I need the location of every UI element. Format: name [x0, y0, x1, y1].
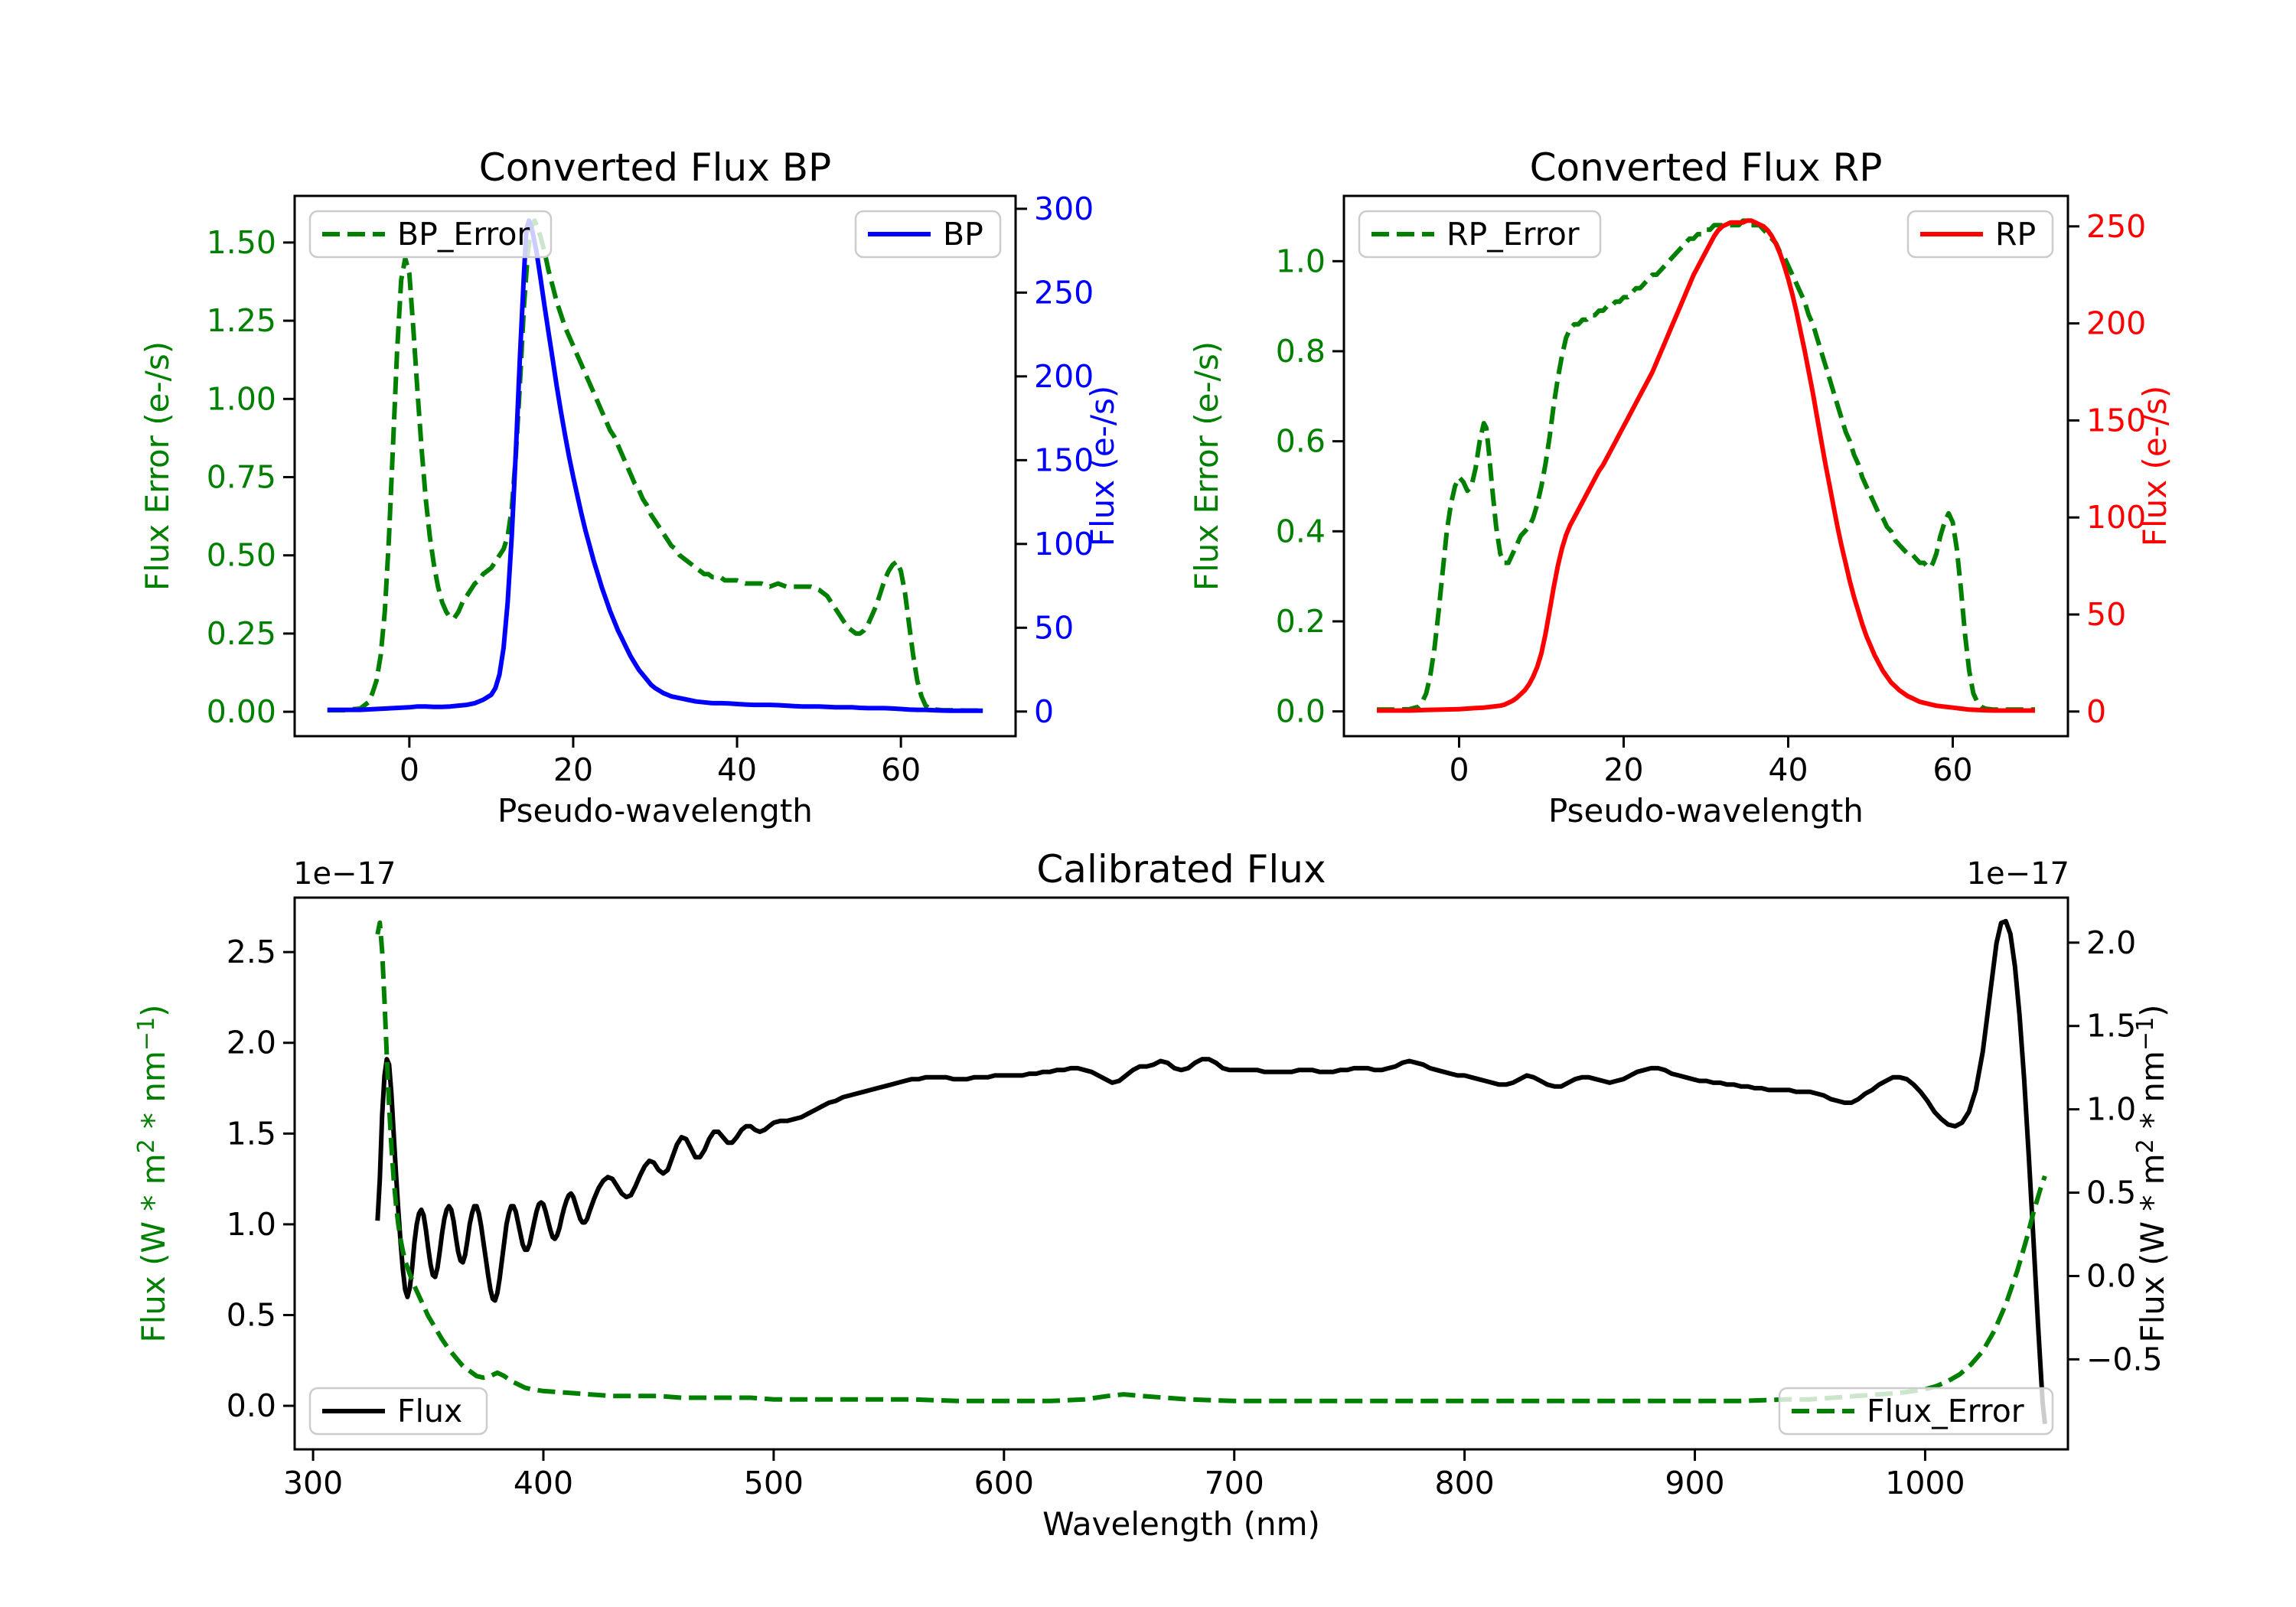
rp-ytick-right-label: 0 — [2086, 693, 2106, 730]
rp-line-rp_error — [1377, 218, 2035, 712]
legend-label: Flux — [397, 1393, 462, 1429]
bp-ylabel-left: Flux Error (e-/s) — [139, 341, 176, 591]
cal-offset-right: 1e−17 — [1967, 856, 2069, 892]
cal-title: Calibrated Flux — [1036, 847, 1326, 892]
bp-title: Converted Flux BP — [479, 145, 831, 190]
legend-box — [308, 1387, 488, 1436]
rp-ytick-right-label: 50 — [2086, 596, 2126, 633]
cal-ytick-right-label: 0.0 — [2086, 1257, 2136, 1294]
bp-xtick-label: 40 — [717, 751, 757, 788]
rp-xlabel: Pseudo-wavelength — [1548, 792, 1864, 830]
bp-plot-border — [293, 194, 1017, 738]
cal-xtick-label: 800 — [1434, 1465, 1494, 1501]
cal-xlabel: Wavelength (nm) — [1042, 1505, 1320, 1543]
bp-chart: 0 20 40 60 0.00 0.25 0.50 0.75 1.00 1.25 1.50 0 50 10… — [139, 145, 1121, 830]
rp-ytick-left-label: 0.6 — [1276, 423, 1326, 460]
bp-line-bp_error — [327, 218, 983, 713]
rp-ytick-left-label: 0.8 — [1276, 333, 1326, 370]
rp-legend-rp_error: RP_Error — [1358, 210, 1602, 259]
rp-ytick-left-label: 0.2 — [1276, 603, 1326, 640]
legend-label: Flux_Error — [1867, 1393, 2024, 1429]
bp-ytick-left-label: 0.75 — [207, 459, 276, 496]
cal-ytick-right-label: 1.0 — [2086, 1091, 2136, 1128]
rp-ytick-left-label: 1.0 — [1276, 243, 1326, 279]
bp-legend-bp: BP — [854, 210, 1002, 259]
cal-xtick-label: 900 — [1665, 1465, 1724, 1501]
cal-xtick-label: 300 — [283, 1465, 343, 1501]
bp-ytick-right-label: 250 — [1034, 274, 1094, 311]
bp-ytick-left-label: 1.00 — [207, 380, 276, 417]
cal-xtick-label: 700 — [1205, 1465, 1264, 1501]
cal-offset-left: 1e−17 — [293, 856, 396, 892]
bp-ytick-right-label: 300 — [1034, 191, 1094, 227]
legend-box — [308, 210, 553, 259]
rp-xtick-label: 60 — [1932, 751, 1972, 788]
rp-ylabel-left: Flux Error (e-/s) — [1188, 341, 1225, 591]
bp-ytick-left-label: 0.50 — [207, 537, 276, 574]
bp-xtick-label: 20 — [553, 751, 593, 788]
bp-line-bp — [327, 218, 983, 713]
bp-xtick-label: 60 — [881, 751, 921, 788]
bp-ytick-left-label: 1.25 — [207, 302, 276, 339]
bp-xlabel: Pseudo-wavelength — [497, 792, 813, 830]
rp-legend-rp: RP — [1906, 210, 2054, 259]
bp-legend-bp_error: BP_Error — [308, 210, 553, 259]
cal-ytick-left-label: 2.0 — [227, 1025, 276, 1061]
rp-title: Converted Flux RP — [1530, 145, 1883, 190]
legend-label: RP — [1995, 216, 2036, 253]
cal-ylabel-left: Flux (W * m2 * nm−1) — [133, 1004, 172, 1342]
bp-ytick-right-label: 0 — [1034, 693, 1054, 730]
bp-ytick-right-label: 50 — [1034, 609, 1074, 646]
rp-chart: 0 20 40 60 0.0 0.2 0.4 0.6 0.8 1.0 0 50 100 150 200 250… — [1188, 145, 2174, 830]
legend-label: RP_Error — [1446, 216, 1580, 253]
legend-label: BP_Error — [397, 216, 530, 253]
cal-ylabel-right: Flux (W * m2 * nm−1) — [2132, 1004, 2171, 1342]
rp-ytick-right-label: 250 — [2086, 208, 2146, 245]
rp-ytick-left-label: 0.0 — [1276, 693, 1326, 730]
bp-ytick-left-label: 0.00 — [207, 693, 276, 730]
cal-ytick-left-label: 0.0 — [227, 1387, 276, 1424]
cal-legend-flux_error: Flux_Error — [1778, 1387, 2054, 1436]
bp-ytick-right-label: 100 — [1034, 526, 1094, 562]
bp-ytick-left-label: 0.25 — [207, 615, 276, 652]
legend-box — [1358, 210, 1602, 259]
rp-line-rp — [1377, 218, 2035, 713]
rp-xtick-label: 40 — [1768, 751, 1808, 788]
rp-ytick-left-label: 0.4 — [1276, 513, 1326, 549]
cal-xtick-label: 500 — [744, 1465, 804, 1501]
rp-ylabel-right: Flux (e-/s) — [2136, 386, 2174, 546]
legend-box — [1778, 1387, 2054, 1436]
cal-line-flux — [375, 918, 2047, 1425]
cal-plot-border — [293, 896, 2069, 1451]
cal-ytick-right-label: −0.5 — [2086, 1341, 2163, 1377]
bp-ylabel-right: Flux (e-/s) — [1084, 386, 1121, 546]
cal-chart: 300 400 500 600 700 800 900 1000 0.0 0.5 1.0 1.5 2.0… — [133, 847, 2171, 1543]
bp-ytick-left-label: 1.50 — [207, 224, 276, 261]
cal-xtick-label: 600 — [974, 1465, 1034, 1501]
rp-ytick-right-label: 100 — [2086, 499, 2146, 536]
cal-ytick-right-label: 2.0 — [2086, 924, 2136, 961]
bp-xtick-label: 0 — [400, 751, 419, 788]
cal-ytick-right-label: 0.5 — [2086, 1175, 2136, 1211]
bp-ytick-right-label: 150 — [1034, 442, 1094, 478]
bp-ytick-right-label: 200 — [1034, 358, 1094, 395]
cal-ytick-left-label: 2.5 — [227, 934, 276, 970]
cal-ytick-left-label: 1.0 — [227, 1206, 276, 1243]
cal-ytick-right-label: 1.5 — [2086, 1008, 2136, 1045]
rp-ytick-right-label: 150 — [2086, 402, 2146, 438]
cal-ytick-left-label: 1.5 — [227, 1115, 276, 1152]
rp-plot-border — [1342, 194, 2069, 738]
cal-xtick-label: 400 — [514, 1465, 573, 1501]
legend-label: BP — [943, 216, 983, 253]
cal-legend-flux: Flux — [308, 1387, 488, 1436]
rp-xtick-label: 20 — [1603, 751, 1643, 788]
cal-xtick-label: 1000 — [1885, 1465, 1965, 1501]
cal-line-flux_error — [375, 920, 2047, 1403]
rp-xtick-label: 0 — [1449, 751, 1469, 788]
cal-ytick-left-label: 0.5 — [227, 1296, 276, 1333]
rp-ytick-right-label: 200 — [2086, 305, 2146, 342]
